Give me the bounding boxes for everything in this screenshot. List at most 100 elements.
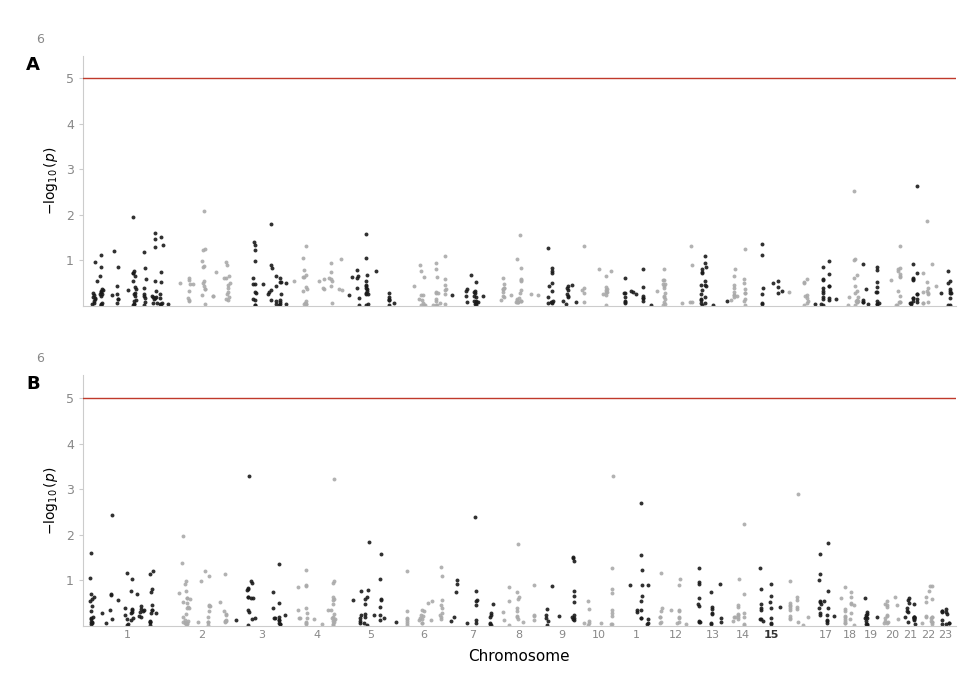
Point [469, 594, 485, 605]
Point [195, 261, 211, 272]
Point [178, 618, 194, 629]
Point [941, 617, 956, 628]
Point [127, 291, 142, 302]
Point [919, 288, 935, 299]
Point [94, 284, 109, 295]
Point [93, 298, 108, 309]
Point [218, 256, 234, 268]
Point [86, 295, 101, 306]
Point [317, 273, 332, 284]
Point [905, 259, 920, 270]
Point [508, 297, 524, 308]
Point [200, 619, 215, 630]
Point [782, 605, 798, 616]
Point [434, 600, 449, 611]
Point [176, 615, 192, 626]
Point [892, 268, 908, 279]
Point [83, 605, 98, 616]
Point [501, 595, 517, 606]
Point [220, 291, 236, 302]
Point [653, 568, 669, 579]
Point [315, 619, 331, 630]
Point [110, 262, 126, 273]
Point [245, 278, 260, 289]
Point [127, 299, 142, 310]
Point [599, 286, 614, 297]
Point [92, 289, 107, 300]
Point [208, 267, 223, 278]
Point [763, 618, 779, 629]
Point [201, 570, 216, 581]
Point [176, 530, 191, 541]
Point [449, 578, 465, 589]
Point [869, 299, 884, 310]
Point [730, 614, 746, 625]
Point [712, 579, 727, 590]
Point [94, 261, 109, 272]
Point [782, 610, 798, 621]
Point [353, 610, 369, 621]
Point [566, 610, 581, 621]
Point [604, 611, 619, 622]
Point [137, 292, 153, 303]
Point [904, 298, 919, 309]
Point [859, 612, 875, 623]
Point [839, 300, 855, 311]
Point [510, 605, 526, 616]
Point [737, 287, 753, 298]
Point [736, 273, 752, 284]
Point [495, 273, 511, 284]
Point [634, 497, 649, 508]
Point [357, 609, 372, 620]
Point [704, 607, 720, 619]
Point [128, 295, 143, 306]
Point [428, 287, 444, 298]
Point [934, 619, 950, 630]
Point [770, 281, 786, 293]
Point [860, 299, 876, 310]
Point [147, 275, 163, 286]
Point [644, 300, 659, 311]
Point [84, 616, 99, 628]
Point [800, 296, 815, 307]
Point [324, 297, 339, 309]
Point [266, 613, 282, 624]
Point [821, 295, 837, 306]
Point [558, 298, 573, 309]
Point [846, 186, 862, 197]
Point [358, 253, 373, 264]
Point [327, 615, 342, 626]
Point [678, 619, 693, 630]
Point [400, 565, 415, 576]
Point [290, 605, 305, 616]
Point [513, 285, 528, 296]
Point [218, 614, 234, 626]
Point [903, 297, 918, 309]
Point [93, 250, 108, 261]
Point [324, 273, 339, 284]
Point [154, 277, 170, 288]
Point [551, 611, 566, 622]
Point [87, 292, 102, 303]
Point [846, 619, 862, 630]
Point [544, 278, 560, 289]
Point [94, 291, 109, 302]
Point [762, 591, 778, 602]
Point [617, 288, 633, 299]
Point [656, 275, 672, 286]
Point [812, 596, 828, 607]
Point [428, 295, 444, 306]
Point [691, 615, 707, 626]
Point [468, 298, 484, 309]
Point [849, 296, 865, 307]
Point [682, 297, 698, 308]
Point [924, 612, 940, 623]
Point [325, 577, 340, 588]
Point [255, 278, 271, 289]
Point [173, 277, 188, 288]
Point [821, 268, 837, 279]
Point [102, 605, 118, 616]
Point [726, 270, 742, 281]
Point [358, 300, 373, 311]
Point [381, 295, 397, 306]
